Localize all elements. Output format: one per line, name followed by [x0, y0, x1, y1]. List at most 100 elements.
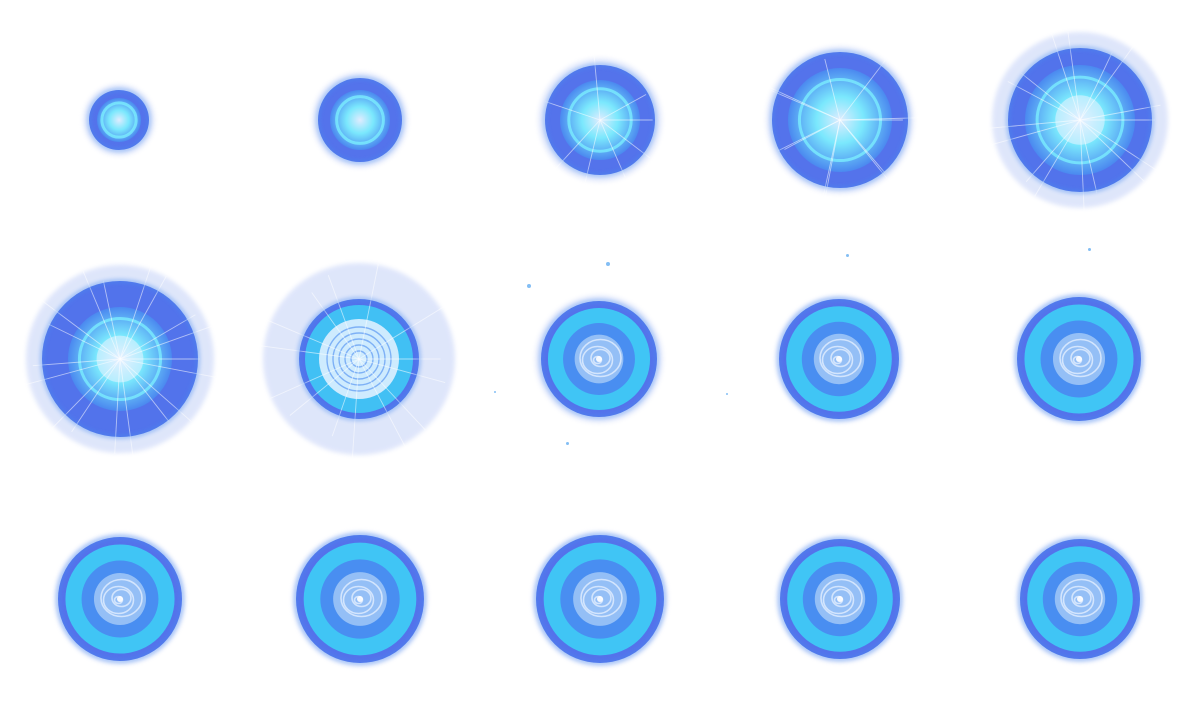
swirl-ring: [1071, 588, 1092, 608]
rim-glow: [40, 279, 200, 439]
swirl-ring: [830, 348, 851, 368]
swirl-eye: [1076, 356, 1082, 362]
inner-ring: [100, 101, 138, 139]
energy-ray: [32, 358, 121, 367]
energy-ray: [270, 358, 360, 399]
rim-glow: [1006, 46, 1154, 194]
inner-ring: [335, 95, 385, 145]
rim-glow: [297, 297, 421, 421]
energy-ray: [980, 119, 1081, 149]
rim-glow: [1018, 537, 1142, 661]
swirl-eye: [596, 356, 602, 362]
swirl-ring: [590, 348, 611, 368]
swirl-ring: [102, 585, 135, 615]
energy-ray: [358, 299, 455, 360]
rim-glow: [778, 537, 902, 661]
vortex-frame-1: [9, 10, 229, 230]
energy-ray: [839, 117, 927, 121]
energy-ray: [119, 254, 156, 360]
vortex-graphic: [83, 84, 155, 156]
energy-ray: [255, 314, 360, 360]
rim-glow: [770, 50, 910, 190]
swirl-ring: [340, 578, 383, 618]
vortex-graphic: [776, 535, 904, 663]
vortex-frame-5: [970, 10, 1190, 230]
vortex-graphic: [535, 295, 663, 423]
vortex-frame-3: [490, 10, 710, 230]
energy-ray: [839, 60, 886, 121]
swirl-ring: [819, 338, 862, 378]
energy-ray: [582, 119, 601, 191]
energy-ray: [1079, 104, 1161, 121]
energy-ray: [599, 119, 626, 178]
energy-ray: [327, 275, 360, 360]
vortex-frame-12: [250, 489, 470, 709]
swirl-ring: [342, 585, 375, 615]
vortex-graphic: [538, 52, 662, 191]
energy-ray: [1079, 119, 1161, 174]
energy-ray: [824, 58, 841, 121]
particle: [726, 393, 728, 395]
vortex-graphic: [21, 254, 224, 469]
vortex-graphic: [292, 531, 428, 667]
vortex-graphic: [255, 263, 455, 472]
energy-ray: [119, 314, 196, 360]
swirl-ring: [1059, 338, 1102, 378]
swirl-ring: [111, 588, 132, 608]
energy-ray: [599, 119, 651, 159]
swirl-ring: [831, 588, 852, 608]
energy-core: [97, 98, 141, 142]
vortex-frame-6: [10, 249, 230, 469]
energy-ray: [289, 358, 360, 416]
vortex-frame-14: [730, 489, 950, 709]
energy-ray: [311, 292, 360, 360]
energy-ray: [119, 358, 221, 379]
rim-glow: [56, 535, 184, 663]
vortex-graphic: [775, 295, 903, 423]
energy-ray: [255, 344, 360, 360]
rim-glow: [294, 533, 426, 665]
energy-ray: [771, 90, 841, 121]
particle: [566, 442, 569, 445]
energy-core: [330, 90, 390, 150]
rim-glow: [543, 63, 657, 177]
swirl-ring: [581, 345, 614, 375]
swirl-ring: [580, 578, 623, 618]
vortex-frame-2: [250, 10, 470, 230]
energy-ray: [1079, 119, 1086, 223]
swirl-ring: [351, 588, 372, 608]
energy-ray: [984, 119, 1081, 130]
energy-ray: [351, 358, 360, 472]
vortex-frame-13: [490, 489, 710, 709]
energy-ray: [1034, 119, 1081, 197]
vortex-frame-8: [489, 249, 709, 469]
energy-ray: [47, 323, 121, 360]
vortex-frame-15: [970, 489, 1190, 709]
vortex-graphic: [1016, 535, 1144, 663]
particle: [606, 262, 610, 266]
swirl-ring: [821, 345, 854, 375]
swirl-ring: [1061, 345, 1094, 375]
vortex-frame-11: [10, 489, 230, 709]
particle: [494, 391, 496, 393]
vortex-graphic: [532, 531, 668, 667]
swirl-eye: [1077, 596, 1083, 602]
vortex-graphic: [54, 533, 186, 665]
rim-glow: [534, 533, 666, 665]
energy-ray: [784, 119, 841, 150]
vortex-graphic: [312, 72, 408, 168]
energy-ray: [1079, 36, 1141, 121]
energy-ray: [42, 358, 121, 438]
energy-ray: [1079, 119, 1098, 193]
swirl-eye: [117, 596, 123, 602]
swirl-ring: [591, 588, 612, 608]
energy-ray: [102, 280, 121, 360]
energy-ray: [1049, 28, 1081, 121]
swirl-eye: [357, 596, 363, 602]
swirl-ring: [100, 578, 143, 618]
energy-ray: [21, 358, 121, 387]
swirl-ring: [582, 585, 615, 615]
energy-ray: [1067, 31, 1081, 121]
rim-glow: [1015, 295, 1143, 423]
vortex-graphic: [980, 28, 1168, 223]
